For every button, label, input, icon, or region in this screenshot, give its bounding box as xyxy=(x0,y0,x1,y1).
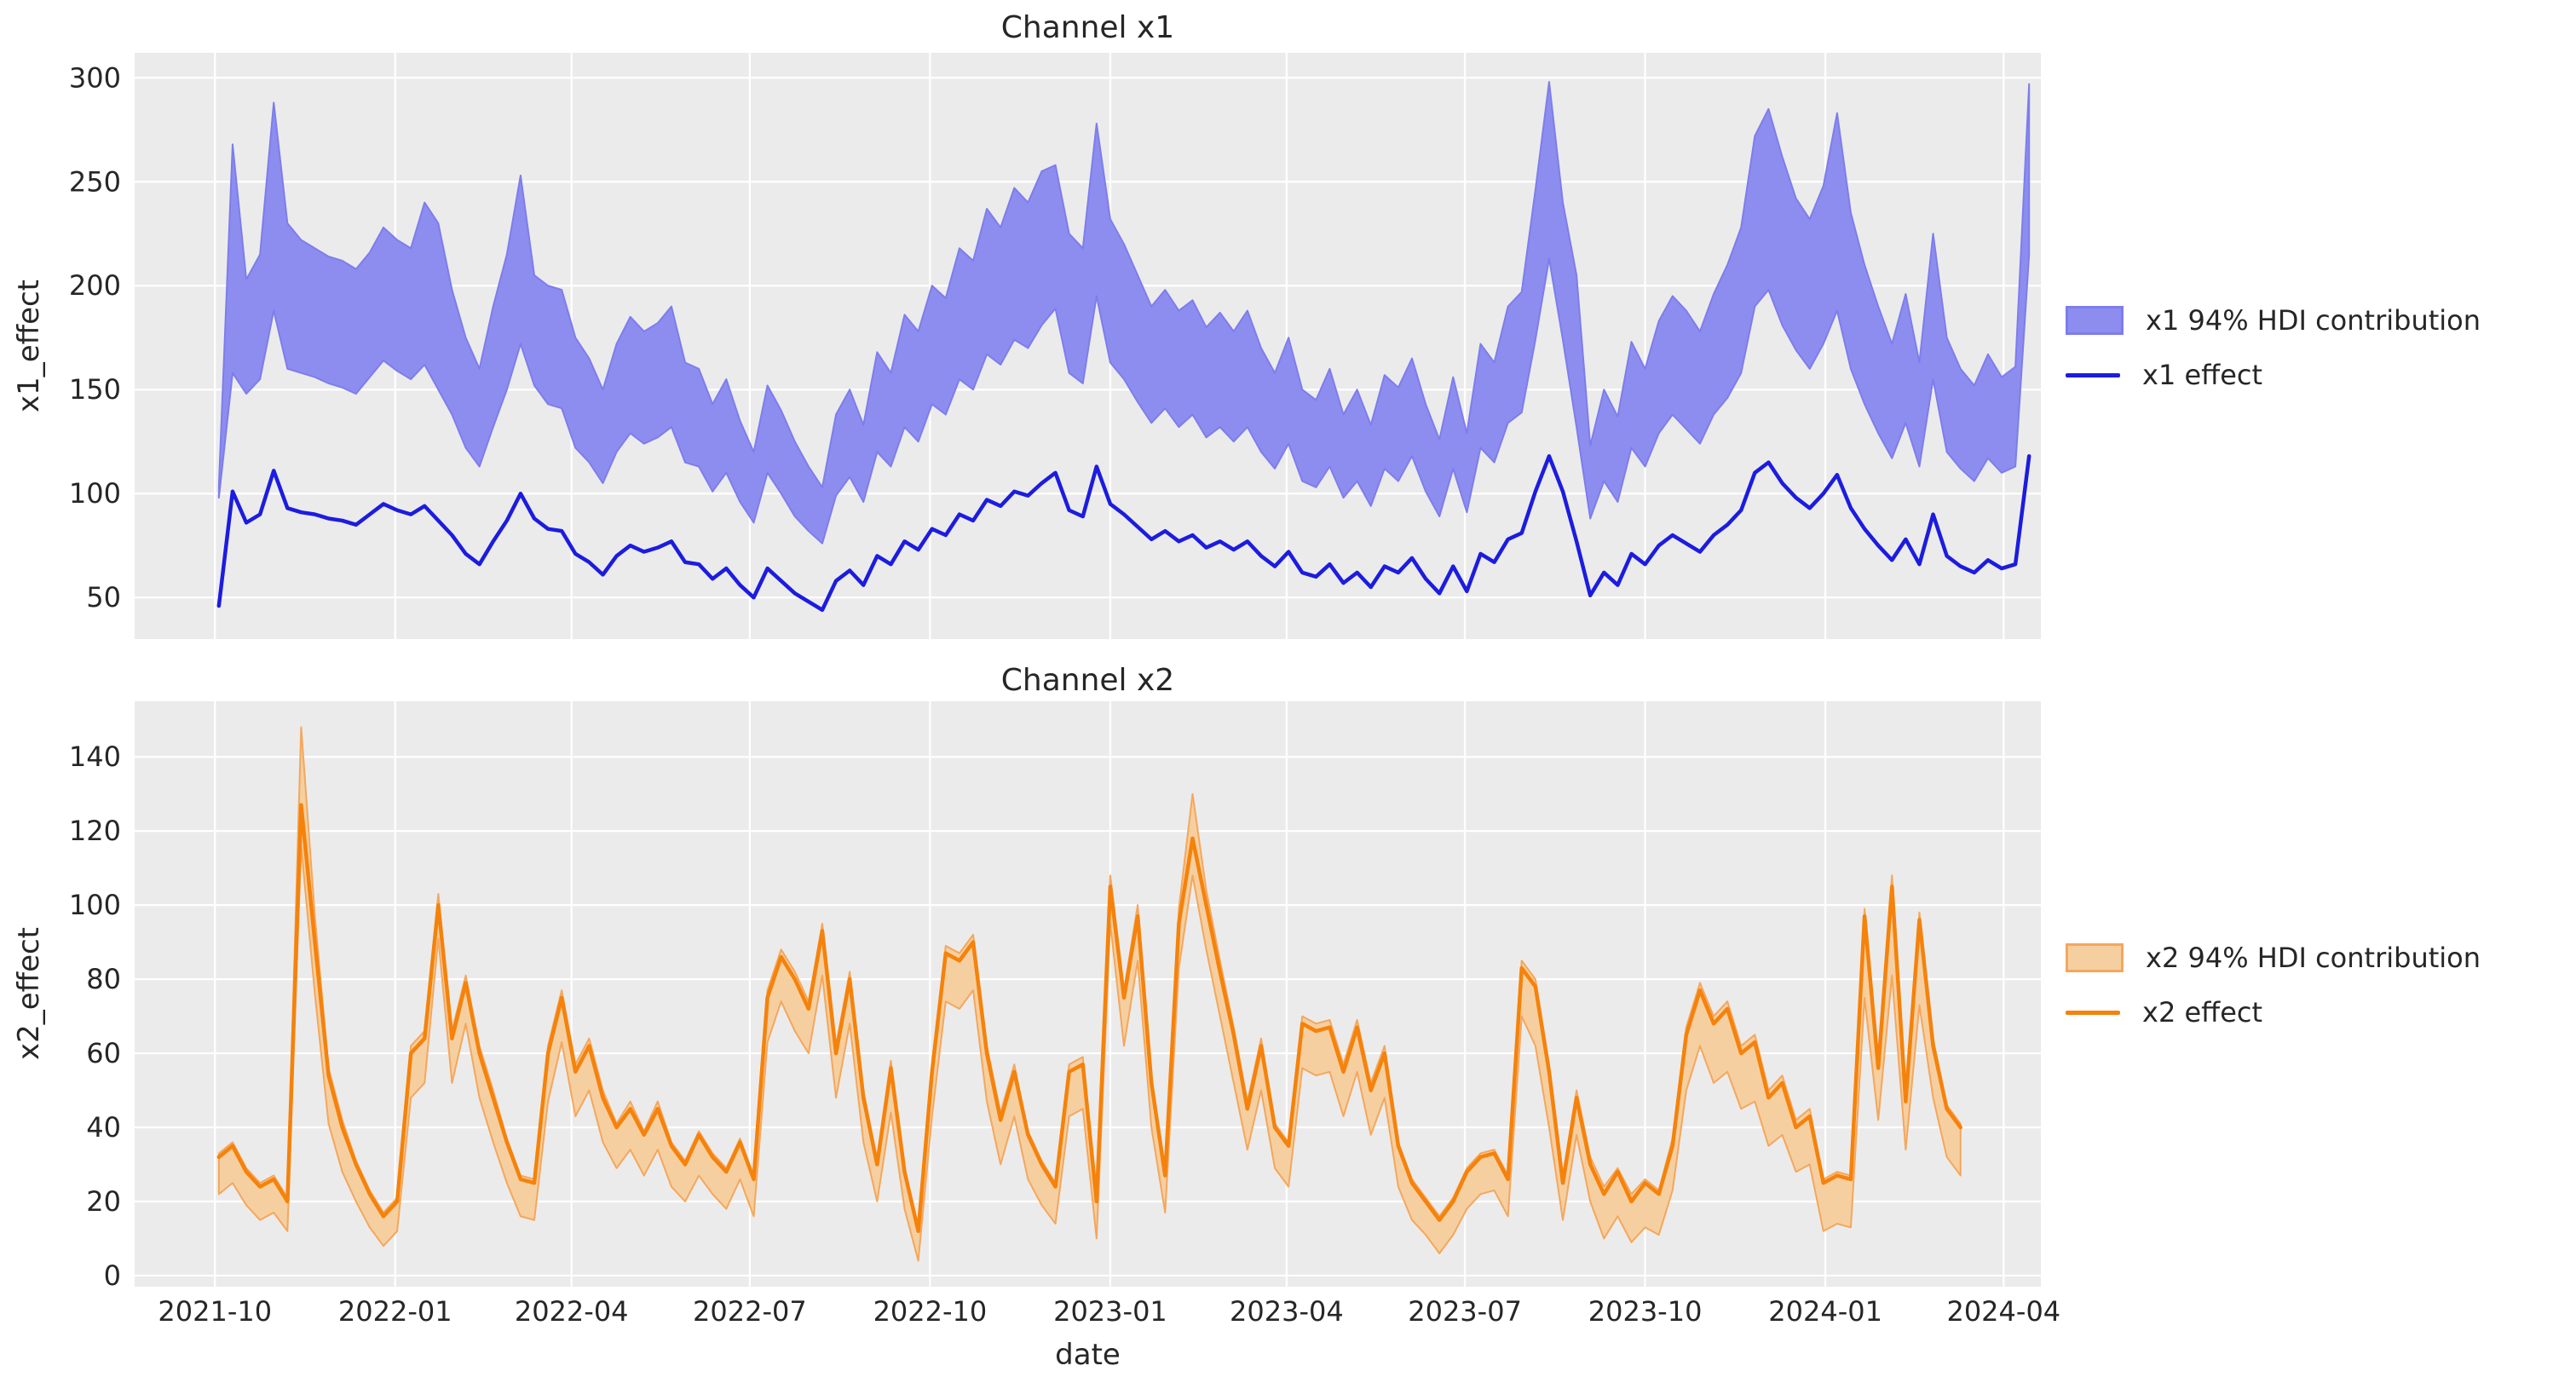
y-tick-label: 140 xyxy=(69,740,121,773)
x-tick-label: 2024-04 xyxy=(1946,1295,2060,1328)
panel1-legend: x1 94% HDI contribution x1 effect xyxy=(2066,300,2481,395)
legend-item-x1-band: x1 94% HDI contribution xyxy=(2066,300,2481,341)
x2-line-swatch-icon xyxy=(2066,1010,2120,1015)
y-tick-label: 200 xyxy=(69,269,121,302)
x2-plot-area xyxy=(135,701,2041,1287)
y-tick-label: 120 xyxy=(69,815,121,847)
y-tick-label: 300 xyxy=(69,61,121,94)
y-tick-label: 0 xyxy=(104,1259,121,1292)
y-tick-label: 20 xyxy=(86,1185,121,1218)
y-tick-label: 50 xyxy=(86,581,121,614)
x1-hdi-band xyxy=(217,81,2031,545)
panel1-y-axis-label: x1_effect xyxy=(12,279,46,413)
x1-line-swatch-icon xyxy=(2066,372,2120,377)
y-tick-label: 60 xyxy=(86,1037,121,1069)
y-tick-label: 80 xyxy=(86,963,121,995)
y-tick-label: 250 xyxy=(69,165,121,198)
legend-item-x2-line: x2 effect xyxy=(2066,992,2481,1033)
x-tick-label: 2022-04 xyxy=(515,1295,629,1328)
panel2-legend: x2 94% HDI contribution x2 effect xyxy=(2066,937,2481,1033)
x-tick-label: 2022-07 xyxy=(693,1295,807,1328)
x-tick-label: 2022-01 xyxy=(338,1295,452,1328)
x-tick-label: 2021-10 xyxy=(158,1295,272,1328)
x2-hdi-band xyxy=(217,726,1962,1262)
legend-item-x1-line: x1 effect xyxy=(2066,354,2481,395)
x-axis-label: date xyxy=(1055,1338,1121,1372)
legend-label: x2 effect xyxy=(2142,996,2263,1029)
x1-band-swatch-icon xyxy=(2066,306,2124,335)
x-tick-label: 2023-07 xyxy=(1408,1295,1522,1328)
y-tick-label: 100 xyxy=(69,889,121,921)
x2-band-swatch-icon xyxy=(2066,943,2124,972)
y-tick-label: 150 xyxy=(69,373,121,406)
x1-effect-line xyxy=(216,454,2031,613)
y-tick-label: 100 xyxy=(69,477,121,510)
x-tick-label: 2024-01 xyxy=(1768,1295,1882,1328)
legend-label: x1 effect xyxy=(2142,359,2263,391)
legend-item-x2-band: x2 94% HDI contribution xyxy=(2066,937,2481,978)
x2-effect-line xyxy=(216,803,1962,1234)
panel1-title: Channel x1 xyxy=(1000,10,1175,45)
x-tick-label: 2023-10 xyxy=(1588,1295,1703,1328)
x-tick-label: 2023-04 xyxy=(1230,1295,1344,1328)
panel2-y-axis-label: x2_effect xyxy=(12,926,46,1061)
legend-label: x1 94% HDI contribution xyxy=(2146,304,2481,337)
y-tick-label: 40 xyxy=(86,1111,121,1144)
x-tick-label: 2023-01 xyxy=(1053,1295,1167,1328)
x-tick-label: 2022-10 xyxy=(873,1295,988,1328)
legend-label: x2 94% HDI contribution xyxy=(2146,942,2481,974)
panel2-title: Channel x2 xyxy=(1000,663,1175,698)
